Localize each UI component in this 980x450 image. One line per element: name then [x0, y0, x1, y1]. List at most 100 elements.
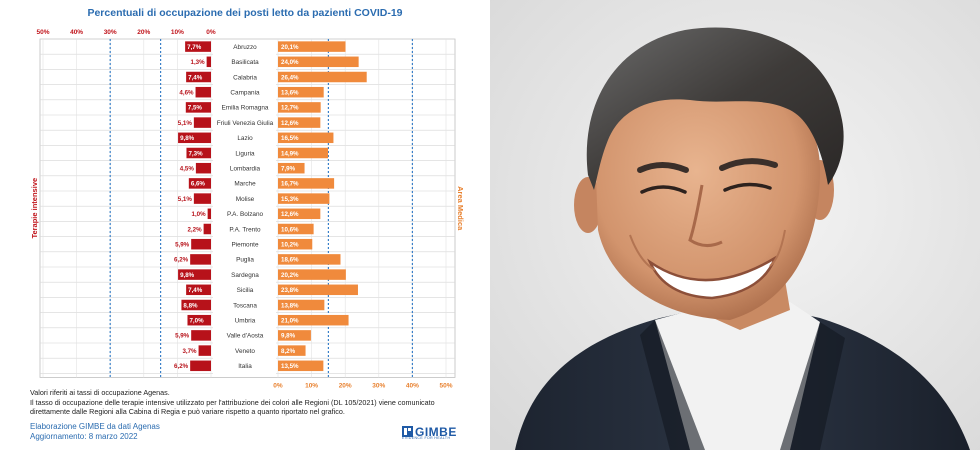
- medical-value-label: 10,6%: [281, 226, 299, 233]
- intensive-value-label: 5,1%: [178, 120, 193, 127]
- left-ear: [574, 177, 602, 233]
- medical-bar: [278, 238, 313, 250]
- right-axis-label: Area Medica: [456, 186, 465, 231]
- occupancy-chart: Percentuali di occupazione dei posti let…: [30, 7, 465, 389]
- left-eyebrow: [637, 162, 689, 173]
- intensive-bar: [195, 86, 211, 98]
- category-label: Lazio: [237, 135, 253, 142]
- intensive-value-label: 1,3%: [191, 59, 206, 66]
- medical-bar: [278, 299, 325, 311]
- intensive-bar: [207, 208, 211, 220]
- update-date: Aggiornamento: 8 marzo 2022: [30, 432, 138, 441]
- category-label: Piemonte: [232, 242, 259, 249]
- gimbe-logo: GIMBE EVIDENCE FOR HEALTH: [402, 423, 457, 441]
- jacket-lapel-left: [640, 320, 705, 450]
- medical-value-label: 13,6%: [281, 90, 299, 97]
- category-label: Toscana: [233, 302, 257, 309]
- medical-value-label: 9,8%: [281, 333, 296, 340]
- category-label: Veneto: [235, 348, 255, 355]
- right-tick-label: 10%: [305, 382, 318, 389]
- intensive-value-label: 5,1%: [178, 196, 193, 203]
- medical-value-label: 20,2%: [281, 272, 299, 279]
- intensive-bar: [203, 223, 211, 235]
- medical-value-label: 12,6%: [281, 120, 299, 127]
- hair: [586, 27, 844, 190]
- left-tick-label: 30%: [104, 29, 117, 36]
- intensive-value-label: 7,4%: [188, 287, 203, 294]
- intensive-bar: [193, 117, 211, 128]
- medical-bar: [278, 41, 346, 52]
- shirt-collar: [655, 300, 820, 450]
- nose: [688, 184, 723, 247]
- category-label: Campania: [230, 90, 260, 97]
- intensive-bar: [186, 284, 211, 296]
- intensive-value-label: 4,6%: [179, 90, 194, 97]
- category-label: Umbria: [235, 318, 256, 325]
- right-eye: [723, 182, 772, 192]
- portrait-photo: [490, 0, 980, 450]
- intensive-bar: [191, 238, 211, 250]
- category-band: [213, 40, 276, 377]
- chart-notes: Valori riferiti ai tassi di occupazione …: [30, 388, 470, 417]
- category-label: Valle d'Aosta: [227, 333, 264, 340]
- intensive-bar: [186, 147, 211, 159]
- chart-title: Percentuali di occupazione dei posti let…: [87, 7, 402, 19]
- intensive-value-label: 6,2%: [174, 363, 189, 370]
- intensive-bar: [188, 178, 211, 189]
- intensive-value-label: 1,0%: [192, 211, 207, 218]
- medical-value-label: 21,0%: [281, 318, 299, 325]
- medical-bar: [278, 193, 330, 204]
- intensive-bar: [190, 254, 211, 265]
- intensive-bar: [193, 193, 211, 204]
- medical-bar: [278, 102, 321, 113]
- intensive-value-label: 7,4%: [188, 74, 203, 81]
- category-label: Puglia: [236, 257, 254, 264]
- category-label: Marche: [234, 181, 256, 188]
- face: [595, 71, 820, 321]
- medical-value-label: 13,8%: [281, 302, 299, 309]
- intensive-value-label: 2,2%: [187, 226, 202, 233]
- intensive-bar: [195, 162, 211, 174]
- medical-value-label: 7,9%: [281, 166, 296, 173]
- medical-value-label: 12,6%: [281, 211, 299, 218]
- medical-value-label: 14,9%: [281, 150, 299, 157]
- source-text: Elaborazione GIMBE da dati Agenas: [30, 422, 160, 431]
- intensive-value-label: 6,6%: [191, 181, 206, 188]
- right-eyebrow: [719, 158, 778, 171]
- intensive-bar: [187, 314, 211, 326]
- category-label: Basilicata: [231, 59, 259, 66]
- left-axis-label: Terapie intensive: [30, 178, 39, 239]
- intensive-bar: [191, 330, 211, 341]
- intensive-value-label: 6,2%: [174, 257, 189, 264]
- intensive-value-label: 7,5%: [188, 105, 203, 112]
- medical-bar: [278, 56, 359, 68]
- right-tick-label: 0%: [273, 382, 283, 389]
- gimbe-logo-name: GIMBE: [415, 424, 457, 439]
- intensive-bar: [198, 345, 211, 356]
- medical-bar: [278, 345, 306, 356]
- intensive-value-label: 3,7%: [182, 348, 197, 355]
- category-label: Emilia Romagna: [222, 105, 269, 112]
- intensive-value-label: 7,0%: [189, 318, 204, 325]
- left-eye: [640, 185, 687, 194]
- intensive-value-label: 4,5%: [180, 166, 195, 173]
- chart-panel: Percentuali di occupazione dei posti let…: [30, 7, 470, 441]
- right-tick-label: 30%: [372, 382, 385, 389]
- note-line-2: Il tasso di occupazione delle terapie in…: [30, 397, 435, 417]
- medical-bar: [278, 284, 358, 296]
- medical-bar: [278, 147, 329, 159]
- medical-value-label: 20,1%: [281, 44, 299, 51]
- intensive-bar: [186, 71, 211, 83]
- left-tick-label: 0%: [206, 29, 216, 36]
- medical-bar: [278, 254, 341, 265]
- intensive-bar: [190, 360, 211, 372]
- medical-bar: [278, 223, 314, 235]
- intensive-bar: [178, 132, 211, 144]
- category-label: Liguria: [235, 150, 255, 157]
- intensive-value-label: 9,8%: [180, 272, 195, 279]
- medical-value-label: 24,0%: [281, 59, 299, 66]
- category-label: Calabria: [233, 74, 257, 81]
- medical-bar: [278, 360, 324, 372]
- medical-bar: [278, 86, 324, 98]
- medical-value-label: 18,6%: [281, 257, 299, 264]
